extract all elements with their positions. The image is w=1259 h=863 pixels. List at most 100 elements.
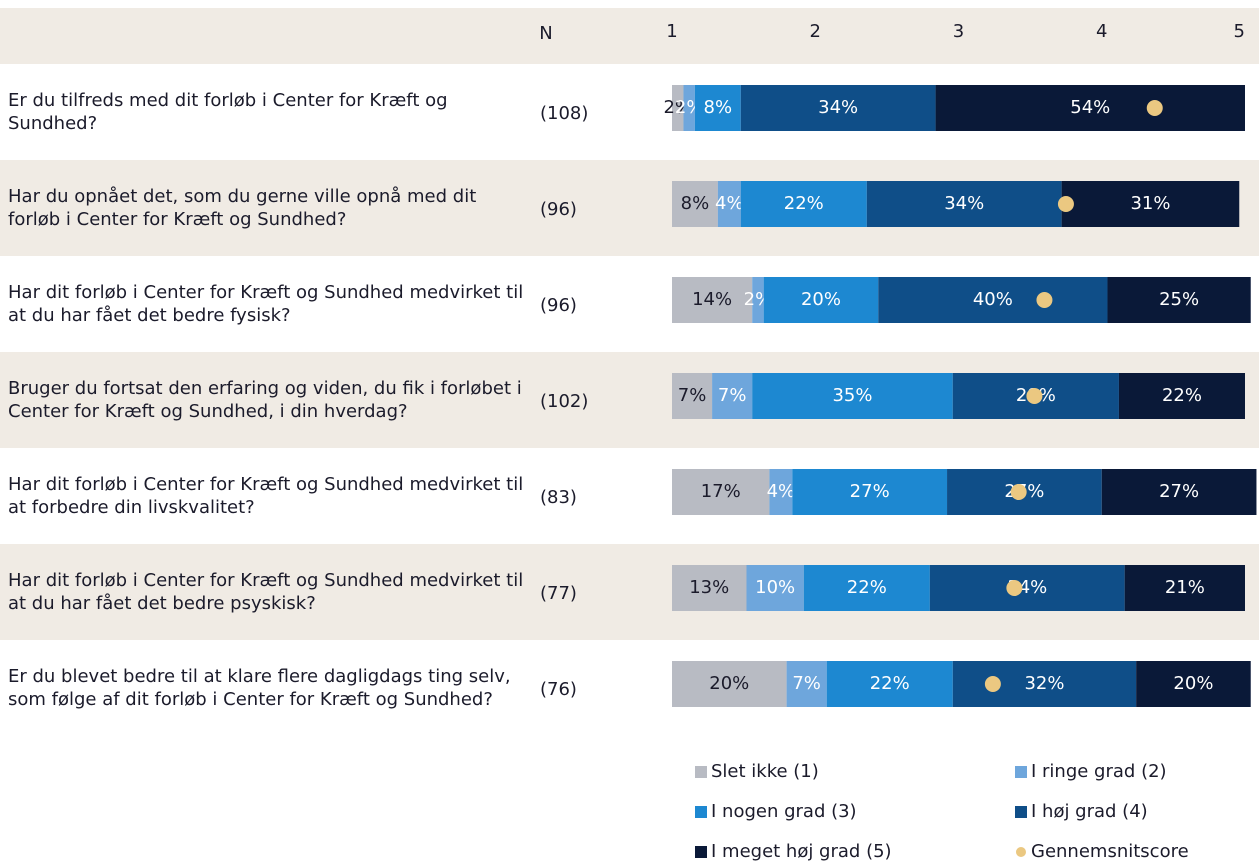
header-band [0,8,1259,64]
legend-marker [1015,806,1027,818]
bar-segment [717,181,741,227]
bar-segment [672,661,787,707]
n-label: (96) [540,295,577,316]
n-header: N [539,23,552,44]
bar-segment [672,565,747,611]
bar-segment [672,373,713,419]
score-dot [1010,484,1027,500]
value-label: 31% [1130,193,1170,214]
value-label: 20% [709,673,749,694]
bar-segment [929,565,1125,611]
bar-segment [866,181,1062,227]
value-label: 27% [850,481,890,502]
value-label: 32% [1024,673,1064,694]
legend-label: Gennemsnitscore [1031,841,1189,862]
bar-segment [1136,661,1251,707]
score-dot [1006,580,1023,596]
bar-segment [769,469,793,515]
bar-segment [1101,469,1257,515]
value-label: 40% [973,289,1013,310]
value-label: 22% [847,577,887,598]
value-label: 20% [801,289,841,310]
score-dot [1146,100,1163,116]
question: Har dit forløb i Center for Kræft og Sun… [8,570,524,614]
bar-segment [672,469,770,515]
question: Har dit forløb i Center for Kræft og Sun… [8,282,524,326]
legend-marker [1015,766,1027,778]
legend-label: I meget høj grad (5) [711,841,892,862]
bar-segment [952,661,1137,707]
bar-segment [712,373,753,419]
bar-segment [763,277,879,323]
legend-label: I nogen grad (3) [711,801,857,822]
bar-segment [792,469,948,515]
bar-segment [694,85,741,131]
bar-segment [878,277,1108,323]
value-label: 4% [767,481,796,502]
bar-segment [1061,181,1240,227]
bar-segment [1107,277,1251,323]
bar-segment [672,181,718,227]
value-label: 35% [832,385,872,406]
value-label: 22% [870,673,910,694]
x2-tick-label: 3 [953,21,964,42]
value-label: 13% [689,577,729,598]
bar-segment [826,661,953,707]
legend-marker [695,846,707,858]
bar-segment [740,181,867,227]
value-label: 10% [755,577,795,598]
n-label: (108) [540,103,588,124]
question: Bruger du fortsat den erfaring og viden,… [8,378,522,422]
bar-segment [786,661,827,707]
bar-segment [683,85,695,131]
question: Er du blevet bedre til at klare flere da… [8,666,511,710]
bar-segment [1124,565,1245,611]
n-label: (83) [540,487,577,508]
bar-segment [935,85,1245,131]
legend-marker [695,766,707,778]
value-label: 8% [681,193,710,214]
value-label: 20% [1173,673,1213,694]
value-label: 7% [678,385,707,406]
legend-marker [695,806,707,818]
score-dot [1036,292,1053,308]
bar-segment [1118,373,1245,419]
x2-tick-label: 4 [1096,21,1107,42]
value-label: 21% [1165,577,1205,598]
x2-tick-label: 2 [810,21,821,42]
bar-segment [672,85,684,131]
value-label: 34% [944,193,984,214]
n-label: (77) [540,583,577,604]
question: Har dit forløb i Center for Kræft og Sun… [8,474,524,518]
question: Er du tilfreds med dit forløb i Center f… [8,90,448,134]
n-label: (96) [540,199,577,220]
x2-tick-label: 1 [666,21,677,42]
bar-segment [672,277,753,323]
value-label: 27% [1159,481,1199,502]
value-label: 54% [1070,97,1110,118]
value-label: 4% [715,193,744,214]
value-label: 22% [784,193,824,214]
n-label: (102) [540,391,588,412]
bar-segment [740,85,936,131]
n-label: (76) [540,679,577,700]
x2-tick-label: 5 [1234,21,1245,42]
legend-label: I ringe grad (2) [1031,761,1167,782]
bar-segment [803,565,930,611]
value-label: 14% [692,289,732,310]
legend-label: Slet ikke (1) [711,761,819,782]
value-label: 7% [792,673,821,694]
question: Har du opnået det, som du gerne ville op… [8,186,477,230]
score-dot [1057,196,1074,212]
bar-segment [746,565,804,611]
value-label: 17% [701,481,741,502]
value-label: 25% [1159,289,1199,310]
bar-segment [752,373,953,419]
legend-marker [1016,847,1026,857]
score-dot [984,676,1001,692]
value-label: 7% [718,385,747,406]
legend-label: I høj grad (4) [1031,801,1148,822]
score-dot [1026,388,1043,404]
